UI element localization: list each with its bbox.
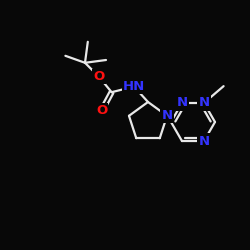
Text: N: N: [198, 134, 209, 147]
Text: N: N: [162, 109, 172, 122]
Text: N: N: [198, 96, 209, 110]
Text: O: O: [94, 70, 104, 83]
Text: N: N: [176, 96, 188, 110]
Text: O: O: [96, 104, 108, 117]
Text: HN: HN: [123, 80, 145, 93]
